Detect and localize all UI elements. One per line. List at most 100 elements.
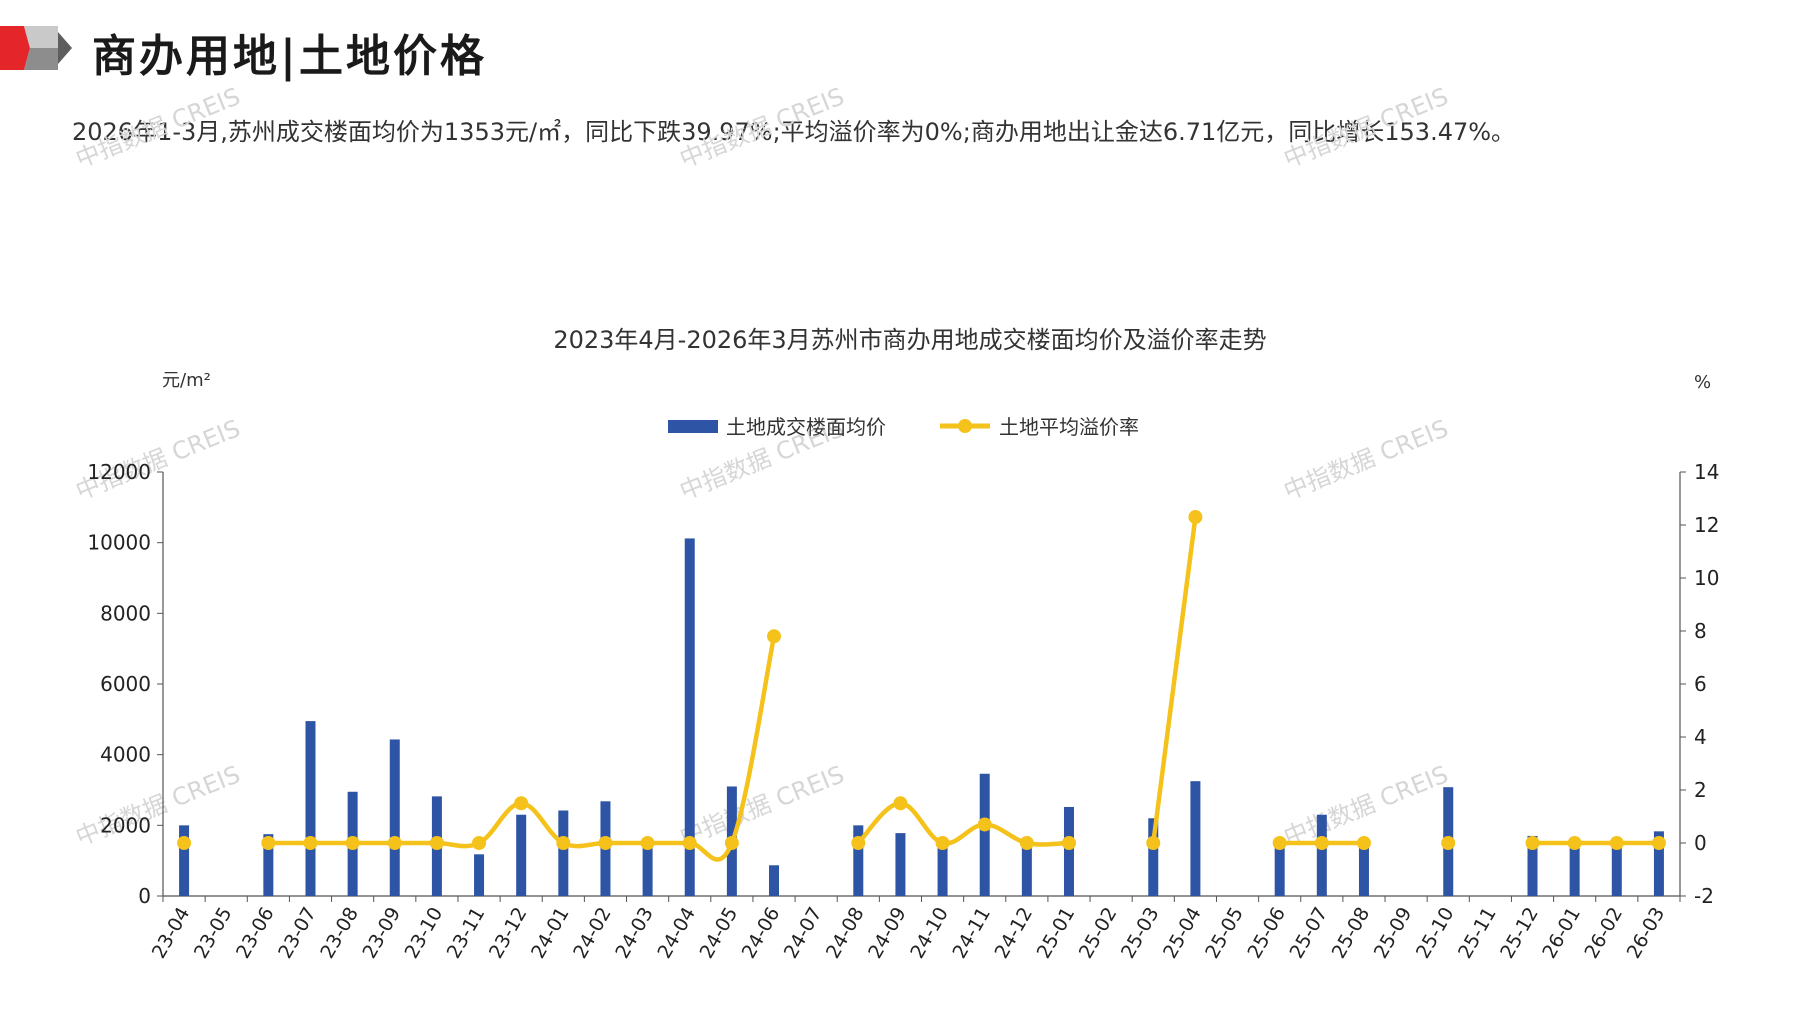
line-point-24-10 <box>935 836 950 850</box>
line-point-23-10 <box>429 836 444 850</box>
bar-24-09 <box>895 833 906 896</box>
x-tick-label: 24-05 <box>696 904 743 963</box>
x-tick-label: 23-04 <box>148 904 195 963</box>
header-accent-logo <box>0 26 72 70</box>
x-tick-label: 26-02 <box>1580 904 1627 963</box>
x-tick-label: 23-09 <box>358 904 405 963</box>
x-tick-label: 25-05 <box>1201 904 1248 963</box>
bar-26-01 <box>1569 841 1580 896</box>
line-point-23-09 <box>387 836 402 850</box>
bar-25-04 <box>1190 781 1201 896</box>
x-tick-label: 24-01 <box>527 904 574 963</box>
line-point-26-03 <box>1651 836 1666 850</box>
x-tick-label: 24-04 <box>653 904 700 963</box>
line-point-23-07 <box>303 836 318 850</box>
x-tick-label: 24-03 <box>611 904 658 963</box>
watermark: 中指数据 CREIS <box>1280 82 1452 173</box>
line-segment-3 <box>1151 516 1198 844</box>
bar-23-11 <box>474 854 485 896</box>
bar-25-12 <box>1527 835 1538 896</box>
line-point-23-08 <box>345 836 360 850</box>
bar-25-07 <box>1316 814 1327 896</box>
right-tick-label: -2 <box>1694 884 1714 908</box>
bar-24-01 <box>558 810 569 896</box>
x-tick-label: 23-12 <box>485 904 532 963</box>
legend-swatch-bar <box>668 420 718 433</box>
left-tick-label: 2000 <box>100 813 151 837</box>
line-point-24-06 <box>767 629 782 644</box>
bar-25-06 <box>1274 843 1285 896</box>
line-point-25-06 <box>1272 836 1287 850</box>
x-tick-label: 24-09 <box>864 904 911 963</box>
bar-23-12 <box>516 814 527 896</box>
x-tick-label: 25-03 <box>1117 904 1164 963</box>
bar-24-03 <box>642 839 653 896</box>
bar-23-07 <box>305 721 316 896</box>
bar-25-03 <box>1148 818 1159 896</box>
bar-24-04 <box>684 538 695 896</box>
line-point-24-05 <box>724 836 739 850</box>
watermark: 中指数据 CREIS <box>676 760 848 851</box>
bar-25-08 <box>1358 846 1369 896</box>
x-tick-label: 24-11 <box>948 903 995 962</box>
right-tick-label: 14 <box>1694 460 1719 484</box>
left-tick-label: 8000 <box>100 601 151 625</box>
x-tick-label: 24-08 <box>822 904 869 963</box>
line-point-25-08 <box>1356 836 1371 850</box>
page-title: 商办用地|土地价格 <box>92 31 488 82</box>
bar-23-04 <box>179 825 190 896</box>
line-point-24-12 <box>1019 836 1034 850</box>
bar-26-03 <box>1653 831 1664 896</box>
x-tick-label: 23-10 <box>401 904 448 963</box>
line-point-23-11 <box>472 836 487 850</box>
line-point-25-01 <box>1061 836 1076 850</box>
bar-25-01 <box>1063 806 1074 896</box>
line-point-23-04 <box>177 836 192 850</box>
legend-label-bar: 土地成交楼面均价 <box>726 415 886 439</box>
line-segment-2 <box>856 801 1070 847</box>
chart-title: 2023年4月-2026年3月苏州市商办用地成交楼面均价及溢价率走势 <box>553 326 1266 354</box>
line-point-25-07 <box>1314 836 1329 850</box>
right-tick-label: 8 <box>1694 619 1707 643</box>
x-tick-label: 26-03 <box>1623 904 1670 963</box>
right-tick-label: 6 <box>1694 672 1707 696</box>
x-tick-label: 23-11 <box>443 904 490 963</box>
bar-24-06 <box>769 865 780 896</box>
legend-swatch-marker <box>958 419 972 433</box>
left-tick-label: 6000 <box>100 672 151 696</box>
x-tick-label: 23-08 <box>316 904 363 963</box>
line-point-26-02 <box>1609 836 1624 850</box>
left-tick-label: 10000 <box>87 531 151 555</box>
left-tick-label: 4000 <box>100 743 151 767</box>
bar-26-02 <box>1611 847 1622 896</box>
line-point-24-08 <box>851 836 866 850</box>
bar-24-12 <box>1021 847 1032 896</box>
line-point-24-02 <box>598 836 613 850</box>
chart-legend: 土地成交楼面均价 土地平均溢价率 <box>668 415 1139 439</box>
watermark: 中指数据 CREIS <box>72 760 244 851</box>
x-tick-label: 25-12 <box>1496 904 1543 963</box>
x-tick-label: 25-06 <box>1243 904 1290 963</box>
left-tick-label: 0 <box>138 884 151 908</box>
x-tick-label: 23-07 <box>274 904 321 963</box>
x-tick-label: 26-01 <box>1538 904 1585 963</box>
line-point-23-06 <box>261 836 276 850</box>
x-tick-label: 24-10 <box>906 904 953 963</box>
x-tick-label: 23-06 <box>232 904 279 963</box>
line-point-25-04 <box>1188 510 1203 525</box>
x-tick-label: 24-07 <box>780 904 827 963</box>
x-tick-label: 23-05 <box>190 904 237 963</box>
right-tick-label: 10 <box>1694 566 1719 590</box>
bar-23-06 <box>263 834 274 896</box>
right-tick-label: 0 <box>1694 831 1707 855</box>
bar-24-08 <box>853 825 864 896</box>
line-point-25-10 <box>1441 836 1456 850</box>
x-tick-label: 25-09 <box>1370 904 1417 963</box>
watermark: 中指数据 CREIS <box>676 82 848 173</box>
x-tick-label: 25-10 <box>1412 904 1459 963</box>
line-point-25-03 <box>1146 836 1161 850</box>
line-point-24-04 <box>682 836 697 850</box>
right-tick-label: 2 <box>1694 778 1707 802</box>
line-point-24-09 <box>893 796 908 811</box>
